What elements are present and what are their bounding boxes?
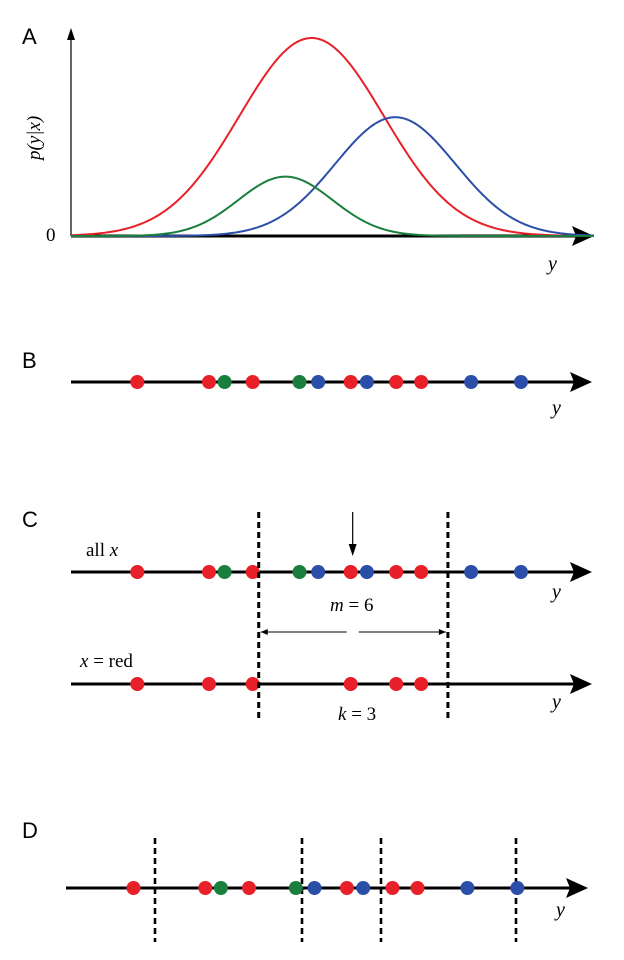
panel-c-top-point-green (292, 565, 307, 579)
panel-d: D y (22, 818, 588, 942)
panel-d-point-red (242, 881, 256, 895)
panel-c-top-point-red (343, 565, 358, 579)
panel-c-top-points (130, 565, 528, 579)
panel-c-bottom-point-red (245, 677, 260, 691)
panel-c-pointer-arrow-head (348, 544, 357, 556)
panel-d-point-red (198, 881, 213, 895)
panel-a-zero-label: 0 (46, 225, 56, 246)
panel-a: A p(y|x) 0 y (22, 24, 595, 275)
panel-d-label: D (22, 818, 38, 843)
panel-b-point-blue (514, 375, 528, 389)
panel-c-row-red-label: x = red (79, 651, 133, 672)
panel-d-point-green (288, 881, 303, 895)
panel-b-point-blue (311, 375, 326, 389)
panel-c-top-axis-arrow (570, 562, 592, 582)
panel-b-point-green (292, 375, 307, 389)
panel-d-x-axis-label: y (554, 899, 565, 921)
panel-c-window-width-arrows (260, 629, 446, 635)
panel-b-point-red (130, 375, 145, 389)
panel-b: B y (22, 348, 592, 419)
panel-c-bottom-points (130, 677, 429, 691)
panel-d-point-red (385, 881, 400, 895)
panel-d-points (126, 881, 525, 895)
panel-a-x-axis-label: y (546, 253, 557, 275)
panel-c-top-point-red (389, 565, 404, 579)
panel-c-top-point-blue (464, 565, 479, 579)
panel-c-bottom-x-axis-label: y (550, 691, 561, 713)
panel-b-label: B (22, 348, 37, 373)
panel-b-axis-arrow (570, 372, 592, 392)
panel-d-point-blue (510, 881, 525, 895)
panel-c-top-point-blue (514, 565, 528, 579)
panel-b-point-blue (359, 375, 374, 389)
panel-c-row-all-label: all x (86, 540, 119, 561)
panel-d-point-blue (307, 881, 322, 895)
panel-c-label: C (22, 507, 38, 532)
panel-c-k-label: k = 3 (338, 704, 376, 725)
panel-b-points (130, 375, 528, 389)
panel-a-label: A (22, 24, 37, 49)
panel-c-bottom-point-red (130, 677, 145, 691)
panel-c-top-point-red (130, 565, 145, 579)
panel-b-x-axis-label: y (550, 397, 561, 419)
panel-c-top-point-red (202, 565, 216, 579)
panel-c-top-point-blue (311, 565, 326, 579)
panel-c-top-point-green (217, 565, 232, 579)
panel-a-curves (70, 37, 595, 237)
curve-red (70, 37, 595, 237)
panel-b-point-blue (464, 375, 479, 389)
panel-a-y-axis-arrow (67, 28, 75, 40)
panel-d-point-blue (356, 881, 371, 895)
panel-b-point-red (343, 375, 358, 389)
panel-c-bottom-point-red (202, 677, 216, 691)
panel-c-m-label: m = 6 (330, 595, 373, 616)
curve-blue (71, 116, 595, 237)
panel-a-y-axis-label: p(y|x) (24, 116, 45, 162)
panel-c-bottom-axis-arrow (570, 674, 592, 694)
panel-c-top-point-blue (359, 565, 374, 579)
width-arrow-right-head (438, 629, 446, 635)
curve-green (71, 175, 594, 237)
panel-c-bottom-point-red (343, 677, 358, 691)
width-arrow-left-head (260, 629, 268, 635)
panel-d-point-red (126, 881, 141, 895)
panel-b-point-green (217, 375, 232, 389)
panel-b-point-red (389, 375, 404, 389)
panel-c: C all x y m = 6 x = red y k = 3 (22, 507, 592, 725)
panel-c-bottom-point-red (414, 677, 429, 691)
panel-d-point-red (339, 881, 354, 895)
panel-d-axis-arrow (566, 878, 588, 898)
panel-d-point-green (213, 881, 228, 895)
panel-b-point-red (202, 375, 216, 389)
panel-c-bottom-point-red (389, 677, 404, 691)
panel-d-point-blue (460, 881, 475, 895)
panel-d-point-red (410, 881, 425, 895)
panel-c-top-point-red (414, 565, 429, 579)
panel-c-top-point-red (245, 565, 260, 579)
panel-c-top-x-axis-label: y (550, 581, 561, 603)
panel-b-point-red (414, 375, 429, 389)
panel-b-point-red (245, 375, 260, 389)
